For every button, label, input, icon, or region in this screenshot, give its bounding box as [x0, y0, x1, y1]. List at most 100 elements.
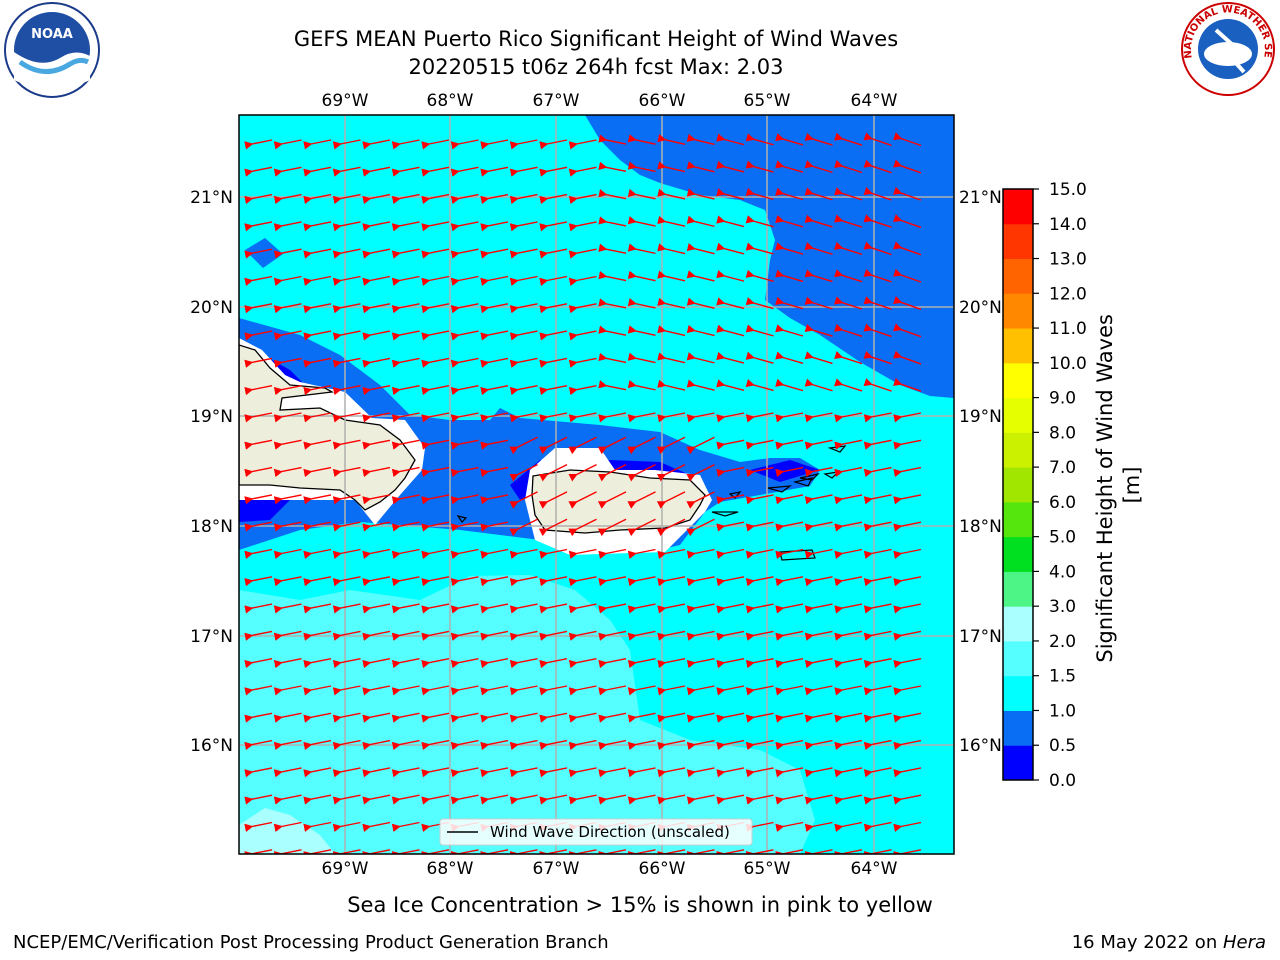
wave-arrow	[421, 166, 450, 177]
colorbar-swatch	[1003, 293, 1033, 329]
wave-arrow	[893, 186, 922, 201]
wave-arrow	[391, 166, 420, 177]
wave-arrow	[597, 518, 627, 537]
wave-arrow	[421, 193, 450, 205]
wave-arrow	[391, 849, 420, 854]
wave-arrow	[686, 436, 715, 455]
wave-arrow	[391, 821, 420, 832]
wave-arrow	[244, 221, 273, 232]
wave-arrow	[450, 275, 479, 286]
wave-arrow	[804, 576, 833, 587]
wave-arrow	[421, 357, 450, 368]
colorbar-swatch	[1003, 189, 1033, 225]
wave-arrow	[745, 794, 774, 805]
wave-arrow	[273, 193, 302, 205]
wave-arrow	[391, 576, 420, 587]
wave-arrow	[391, 548, 420, 559]
wave-arrow	[775, 269, 804, 283]
colorbar-tick-label: 12.0	[1049, 284, 1087, 304]
colorbar-swatch	[1003, 501, 1033, 538]
wave-arrow	[716, 849, 745, 854]
wave-arrow	[657, 712, 686, 723]
wave-arrow	[745, 767, 774, 778]
wave-arrow	[745, 324, 774, 337]
wave-arrow	[480, 521, 509, 532]
wave-arrow	[421, 603, 450, 614]
wave-arrow	[480, 166, 509, 177]
wave-arrow	[332, 385, 361, 396]
wave-arrow	[480, 548, 509, 559]
wave-arrow	[480, 193, 509, 205]
wave-arrow	[716, 242, 745, 255]
wave-arrow	[332, 712, 361, 723]
wave-arrow	[834, 214, 863, 228]
wave-arrow	[716, 685, 745, 696]
wave-arrow	[657, 412, 686, 423]
wave-arrow	[863, 630, 892, 641]
wave-arrow	[480, 330, 509, 341]
colorbar-swatch	[1003, 467, 1033, 503]
wave-arrow	[893, 466, 922, 478]
wave-arrow	[332, 466, 361, 478]
wave-arrow	[303, 466, 332, 478]
wave-arrow	[716, 188, 745, 200]
wave-arrow	[362, 275, 391, 286]
wave-arrow	[627, 849, 656, 854]
wave-arrow	[244, 548, 273, 559]
wave-arrow	[834, 412, 863, 423]
wave-arrow	[480, 139, 509, 150]
wave-arrow	[863, 521, 892, 532]
colorbar-swatch	[1003, 675, 1033, 711]
wave-arrow	[244, 193, 273, 205]
wave-arrow	[893, 412, 922, 423]
wave-arrow	[745, 821, 774, 832]
wave-arrow	[804, 630, 833, 641]
wave-arrow	[303, 275, 332, 286]
wave-arrow	[450, 193, 479, 205]
wave-arrow	[273, 849, 302, 854]
wave-arrow	[480, 466, 509, 478]
footer-right: 16 May 2022 on Hera	[1072, 932, 1266, 953]
wave-arrow	[244, 439, 273, 450]
wave-arrow	[273, 658, 302, 669]
wave-arrow	[539, 767, 568, 778]
wave-arrow	[745, 685, 774, 696]
wave-arrow	[686, 324, 715, 337]
wave-arrow	[627, 603, 656, 614]
wave-arrow	[834, 494, 863, 505]
wave-arrow	[303, 603, 332, 614]
wave-arrow	[332, 658, 361, 669]
wave-arrow	[686, 352, 715, 364]
wave-arrow	[450, 630, 479, 641]
wave-arrow	[332, 357, 361, 368]
wave-arrow	[450, 466, 479, 478]
wave-arrow	[775, 794, 804, 805]
wave-arrow	[332, 275, 361, 286]
wave-arrow	[421, 303, 450, 314]
wave-arrow	[273, 357, 302, 368]
wave-arrow	[745, 739, 774, 751]
colorbar-swatch	[1003, 328, 1033, 364]
wave-arrow	[509, 794, 538, 805]
lat-label-left: 20°N	[190, 298, 233, 318]
wave-arrow	[745, 439, 774, 450]
wave-arrow	[804, 466, 833, 478]
wave-arrow	[539, 576, 568, 587]
wave-arrow	[893, 767, 922, 778]
wave-arrow	[863, 576, 892, 587]
wave-arrow	[834, 576, 863, 587]
wave-arrow	[598, 576, 627, 587]
wave-arrow	[362, 576, 391, 587]
colorbar-tick-label: 1.0	[1049, 701, 1076, 721]
colorbar-tick-label: 3.0	[1049, 597, 1076, 617]
wave-arrow	[568, 193, 597, 205]
wave-arrow	[480, 603, 509, 614]
wave-arrow	[568, 685, 597, 696]
wave-arrow	[745, 849, 774, 854]
colorbar-swatch	[1003, 640, 1033, 677]
wave-arrow	[421, 521, 450, 532]
colorbar-swatch	[1003, 571, 1033, 607]
lon-label-bottom: 69°W	[322, 859, 369, 879]
wave-arrow	[273, 630, 302, 641]
wave-arrow	[893, 685, 922, 696]
